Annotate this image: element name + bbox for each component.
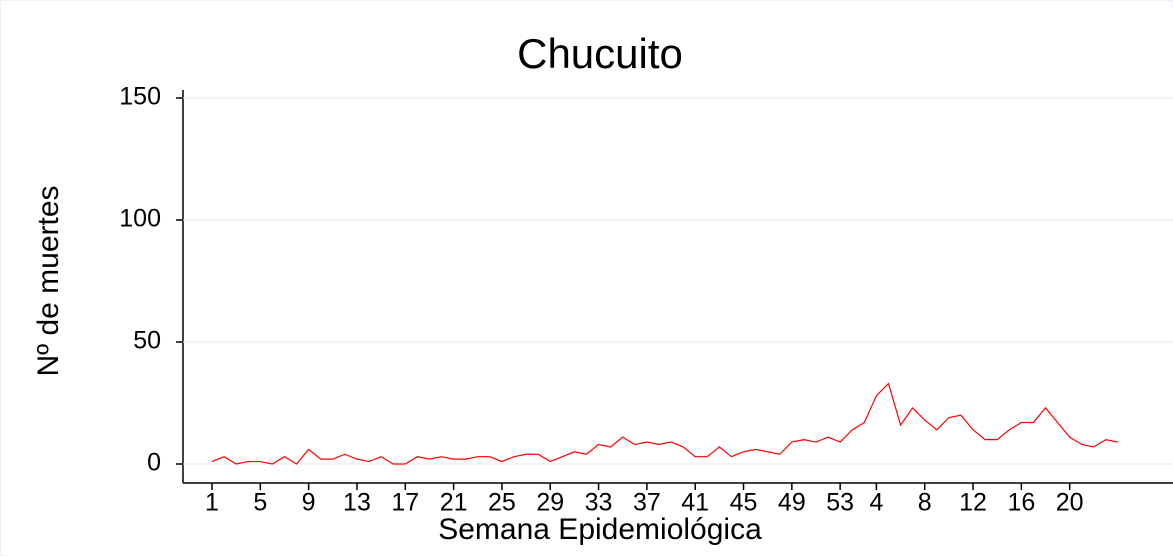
- x-tick-label: 8: [918, 489, 932, 517]
- x-tick-label: 53: [826, 489, 854, 517]
- y-axis-label: Nº de muertes: [32, 185, 65, 376]
- y-tick-label: 50: [133, 327, 161, 355]
- x-tick-label: 37: [633, 489, 661, 517]
- x-tick-label: 13: [343, 489, 371, 517]
- x-tick-label: 41: [681, 489, 709, 517]
- x-tick-label: 33: [585, 489, 613, 517]
- y-tick-label: 100: [119, 205, 161, 233]
- y-tick-label: 0: [147, 449, 161, 477]
- y-tick-label: 150: [119, 83, 161, 111]
- x-tick-label: 5: [253, 489, 267, 517]
- x-tick-label: 4: [869, 489, 883, 517]
- x-tick-label: 12: [959, 489, 987, 517]
- x-tick-label: 29: [536, 489, 564, 517]
- x-axis-label: Semana Epidemiológica: [438, 513, 762, 546]
- x-tick-label: 1: [205, 489, 219, 517]
- x-tick-label: 16: [1007, 489, 1035, 517]
- chart-title: Chucuito: [517, 30, 683, 77]
- x-tick-label: 20: [1056, 489, 1084, 517]
- x-tick-label: 21: [440, 489, 468, 517]
- plot-region: [8, 8, 1173, 556]
- data-line: [211, 382, 1119, 465]
- x-tick-label: 9: [302, 489, 316, 517]
- x-tick-label: 45: [730, 489, 758, 517]
- x-tick-label: 17: [391, 489, 419, 517]
- x-tick-label: 49: [778, 489, 806, 517]
- x-tick-label: 25: [488, 489, 516, 517]
